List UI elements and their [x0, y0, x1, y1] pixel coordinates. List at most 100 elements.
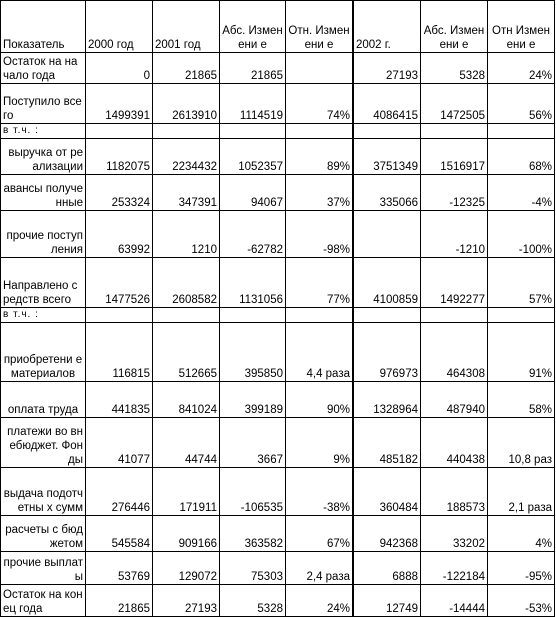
cell-value-2001: 2613910 — [152, 83, 220, 124]
cell-rel-change-2: 56% — [487, 83, 555, 124]
cell-abs-change-1: -106535 — [219, 467, 286, 516]
row-label: прочие поступления — [0, 210, 86, 258]
cell-rel-change-1: 24% — [285, 584, 353, 617]
cell-value-2000: 253324 — [85, 174, 153, 211]
cell-value-2002: 976973 — [353, 322, 421, 382]
cell-value-2000: 21865 — [85, 584, 153, 617]
cell-abs-change-1: 399189 — [219, 381, 286, 418]
cell-rel-change-1: 77% — [285, 257, 353, 308]
cell-value-2001: 44744 — [152, 417, 220, 468]
cell-abs-change-2 — [420, 307, 488, 323]
cell-rel-change-1 — [285, 52, 353, 84]
cell-value-2001: 347391 — [152, 174, 220, 211]
cell-value-2002: 4100859 — [353, 257, 421, 308]
cell-value-2001: 512665 — [152, 322, 220, 382]
cell-value-2001: 2234432 — [152, 138, 220, 175]
table-row: Поступило всего 1499391 2613910 1114519 74% 4… — [0, 83, 555, 124]
cell-rel-change-1: 90% — [285, 381, 353, 418]
row-label: Поступило всего — [0, 83, 86, 124]
cell-rel-change-1: 4,4 раза — [285, 322, 353, 382]
cell-abs-change-1: -62782 — [219, 210, 286, 258]
cell-rel-change-2 — [487, 307, 555, 323]
cell-abs-change-2: -12325 — [420, 174, 488, 211]
cell-value-2000: 1499391 — [85, 83, 153, 124]
cell-rel-change-1 — [285, 123, 353, 139]
cell-value-2000: 545584 — [85, 515, 153, 552]
cell-rel-change-1 — [285, 307, 353, 323]
header-2000: 2000 год — [85, 0, 153, 53]
row-label: Направлено средств всего — [0, 257, 86, 308]
cell-rel-change-1: -38% — [285, 467, 353, 516]
table-row: оплата труда 441835 841024 399189 90% 1328964… — [0, 381, 555, 418]
cell-rel-change-1: 37% — [285, 174, 353, 211]
row-label: прочие выплаты — [0, 551, 86, 585]
row-label: Остаток на конец года — [0, 584, 86, 617]
cell-abs-change-2: 440438 — [420, 417, 488, 468]
cell-value-2001: 129072 — [152, 551, 220, 585]
cell-value-2000: 1477526 — [85, 257, 153, 308]
row-label: выручка от реализации — [0, 138, 86, 175]
cell-abs-change-2: -14444 — [420, 584, 488, 617]
table-row: выдача подотчетны х сумм 276446 171911 -106… — [0, 467, 555, 516]
table-row: в т.ч. : — [0, 307, 555, 323]
cell-value-2000: 53769 — [85, 551, 153, 585]
cell-rel-change-2: -100% — [487, 210, 555, 258]
cell-value-2000: 1182075 — [85, 138, 153, 175]
table-row: платежи во внебюджет. Фонды 41077 44744 366… — [0, 417, 555, 468]
cell-rel-change-1: 89% — [285, 138, 353, 175]
cell-abs-change-2: 5328 — [420, 52, 488, 84]
cell-abs-change-1 — [219, 123, 286, 139]
cell-abs-change-2: -1210 — [420, 210, 488, 258]
cell-abs-change-2: 33202 — [420, 515, 488, 552]
cell-value-2000 — [85, 307, 153, 323]
cell-value-2000 — [85, 123, 153, 139]
cell-abs-change-2: 1472505 — [420, 83, 488, 124]
cell-rel-change-2: 68% — [487, 138, 555, 175]
cell-rel-change-2: 58% — [487, 381, 555, 418]
cell-abs-change-2: 464308 — [420, 322, 488, 382]
cell-rel-change-2: -53% — [487, 584, 555, 617]
cell-value-2002: 4086415 — [353, 83, 421, 124]
cell-abs-change-1: 75303 — [219, 551, 286, 585]
cell-abs-change-2: -122184 — [420, 551, 488, 585]
cell-value-2002: 942368 — [353, 515, 421, 552]
cell-rel-change-2: 2,1 раза — [487, 467, 555, 516]
row-label: Остаток на начало года — [0, 52, 86, 84]
cell-value-2001: 2608582 — [152, 257, 220, 308]
cell-abs-change-2 — [420, 123, 488, 139]
cell-value-2002: 12749 — [353, 584, 421, 617]
table-row: Остаток на начало года 0 21865 21865 27193 53… — [0, 52, 555, 84]
table-row: выручка от реализации 1182075 2234432 10523… — [0, 138, 555, 175]
table-row: авансы полученные 253324 347391 94067 37% 335… — [0, 174, 555, 211]
cell-rel-change-2: 10,8 раз — [487, 417, 555, 468]
cell-abs-change-1 — [219, 307, 286, 323]
cell-rel-change-1: 74% — [285, 83, 353, 124]
table-row: прочие выплаты 53769 129072 75303 2,4 раза 68… — [0, 551, 555, 585]
cell-value-2002: 6888 — [353, 551, 421, 585]
cell-value-2002 — [353, 210, 421, 258]
cell-abs-change-2: 1516917 — [420, 138, 488, 175]
cell-abs-change-2: 1492277 — [420, 257, 488, 308]
cell-value-2001: 27193 — [152, 584, 220, 617]
cell-value-2001 — [152, 123, 220, 139]
header-2001: 2001 год — [152, 0, 220, 53]
cell-value-2001: 21865 — [152, 52, 220, 84]
header-abs-change-1: Абс. Изменени е — [219, 0, 286, 53]
header-row: Показатель 2000 год 2001 год Абс. Измене… — [0, 0, 555, 53]
cell-value-2000: 0 — [85, 52, 153, 84]
header-rel-change-2: Отн Изменени е — [487, 0, 555, 53]
row-label: платежи во внебюджет. Фонды — [0, 417, 86, 468]
cell-value-2002: 27193 — [353, 52, 421, 84]
cell-value-2001 — [152, 307, 220, 323]
cell-abs-change-1: 3667 — [219, 417, 286, 468]
cell-value-2000: 441835 — [85, 381, 153, 418]
cell-abs-change-2: 188573 — [420, 467, 488, 516]
row-label: в т.ч. : — [0, 123, 86, 139]
cell-abs-change-1: 5328 — [219, 584, 286, 617]
cell-value-2000: 116815 — [85, 322, 153, 382]
cell-value-2002: 3751349 — [353, 138, 421, 175]
cell-value-2001: 1210 — [152, 210, 220, 258]
cell-rel-change-1: 2,4 раза — [285, 551, 353, 585]
cell-rel-change-2: 57% — [487, 257, 555, 308]
